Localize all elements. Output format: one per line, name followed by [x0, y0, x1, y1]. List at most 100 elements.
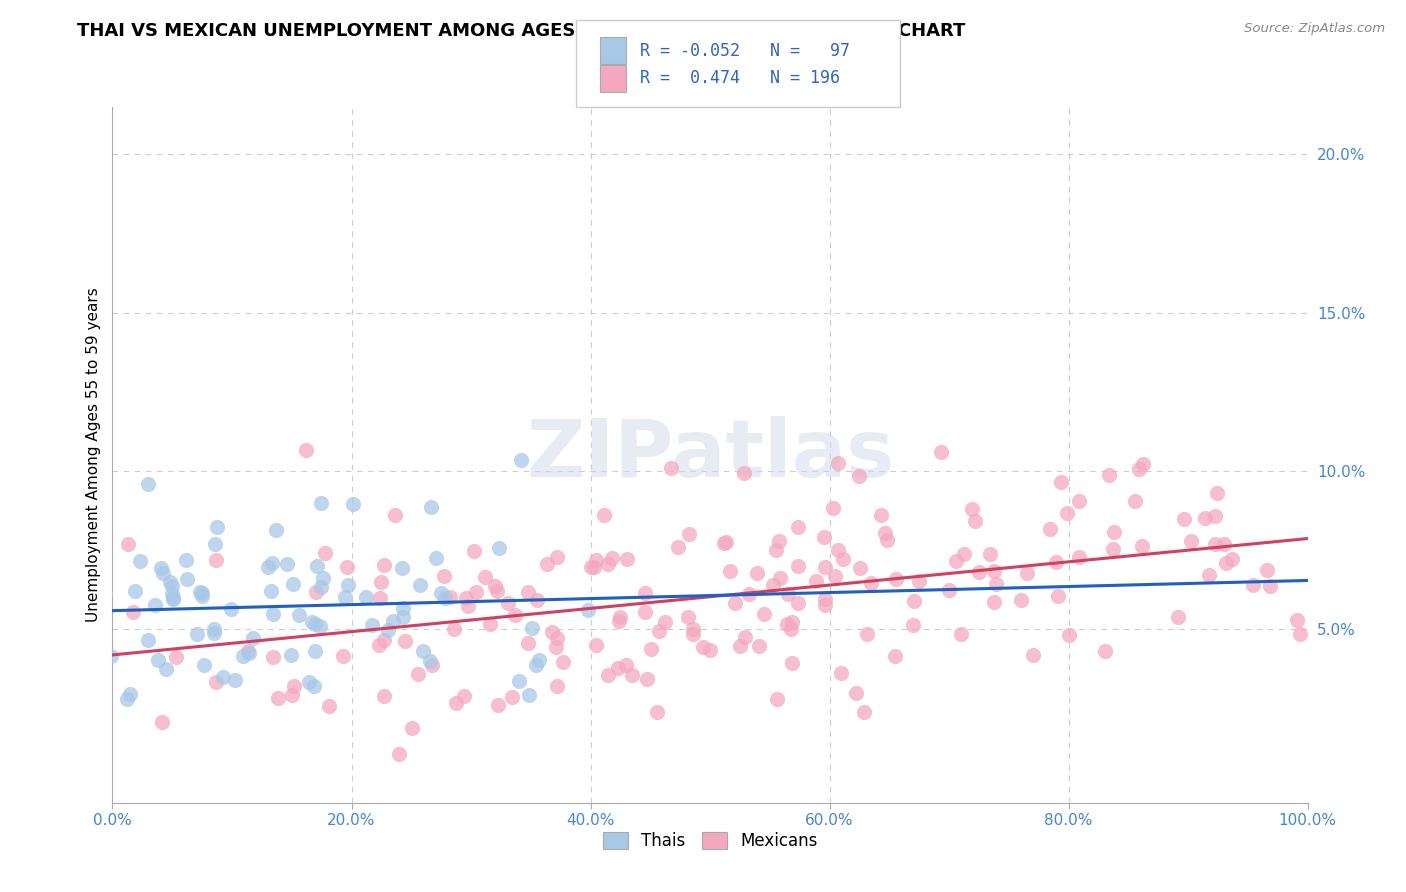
Point — [38, 679, 60, 693]
Point — [1194, 510, 1216, 524]
Point — [439, 590, 461, 604]
Point — [950, 626, 973, 640]
Point — [901, 617, 924, 632]
Point — [408, 667, 430, 681]
Point — [0, 586, 4, 600]
Point — [384, 508, 406, 523]
Point — [1123, 493, 1146, 508]
Point — [25, 659, 48, 673]
Point — [579, 560, 602, 574]
Point — [420, 658, 443, 673]
Point — [307, 559, 329, 574]
Point — [938, 583, 960, 598]
Point — [582, 559, 605, 574]
Point — [211, 670, 233, 684]
Point — [7, 511, 30, 525]
Point — [1067, 494, 1090, 508]
Point — [516, 584, 538, 599]
Point — [1045, 555, 1067, 569]
Point — [1059, 628, 1081, 642]
Point — [100, 649, 122, 664]
Point — [159, 574, 181, 589]
Point — [682, 622, 704, 636]
Point — [283, 576, 305, 591]
Point — [786, 520, 808, 534]
Point — [262, 650, 284, 665]
Point — [733, 466, 755, 480]
Point — [204, 674, 226, 689]
Point — [30, 655, 52, 669]
Point — [1067, 550, 1090, 565]
Point — [488, 541, 510, 555]
Point — [609, 609, 631, 624]
Point — [267, 691, 290, 706]
Point — [1056, 506, 1078, 520]
Point — [314, 546, 336, 560]
Point — [1010, 593, 1032, 607]
Point — [136, 476, 159, 491]
Point — [1256, 563, 1278, 577]
Point — [295, 443, 318, 458]
Point — [903, 593, 925, 607]
Point — [124, 584, 146, 599]
Point — [1128, 462, 1150, 476]
Point — [524, 658, 547, 673]
Text: THAI VS MEXICAN UNEMPLOYMENT AMONG AGES 55 TO 59 YEARS CORRELATION CHART: THAI VS MEXICAN UNEMPLOYMENT AMONG AGES … — [77, 22, 966, 40]
Point — [1102, 524, 1125, 539]
Point — [648, 624, 671, 639]
Point — [634, 605, 657, 619]
Point — [370, 575, 392, 590]
Point — [117, 537, 139, 551]
Point — [546, 679, 568, 693]
Point — [596, 558, 619, 572]
Point — [952, 548, 974, 562]
Point — [0, 600, 14, 615]
Point — [46, 562, 69, 576]
Point — [983, 564, 1005, 578]
Point — [136, 633, 159, 648]
Point — [260, 583, 283, 598]
Point — [666, 541, 689, 555]
Point — [336, 559, 359, 574]
Point — [332, 648, 354, 663]
Point — [0, 554, 11, 568]
Point — [361, 618, 384, 632]
Point — [714, 534, 737, 549]
Point — [276, 557, 298, 571]
Point — [762, 577, 785, 591]
Point — [280, 688, 302, 702]
Point — [596, 668, 619, 682]
Point — [301, 615, 323, 629]
Point — [1215, 556, 1237, 570]
Point — [616, 552, 638, 566]
Point — [191, 586, 214, 600]
Point — [444, 696, 467, 710]
Point — [419, 500, 441, 514]
Point — [845, 686, 868, 700]
Point — [205, 519, 228, 533]
Point — [443, 622, 465, 636]
Point — [205, 553, 228, 567]
Point — [224, 673, 246, 687]
Point — [509, 452, 531, 467]
Point — [853, 706, 876, 720]
Point — [129, 554, 152, 568]
Point — [232, 649, 254, 664]
Point — [1305, 524, 1327, 539]
Point — [614, 657, 637, 672]
Point — [699, 642, 721, 657]
Point — [849, 561, 872, 575]
Point — [780, 615, 803, 630]
Point — [115, 692, 138, 706]
Point — [1204, 537, 1226, 551]
Point — [734, 631, 756, 645]
Point — [782, 656, 804, 670]
Point — [856, 627, 879, 641]
Point — [186, 627, 208, 641]
Point — [824, 568, 846, 582]
Point — [827, 542, 849, 557]
Point — [527, 653, 550, 667]
Point — [304, 616, 326, 631]
Point — [302, 679, 325, 693]
Point — [787, 558, 810, 573]
